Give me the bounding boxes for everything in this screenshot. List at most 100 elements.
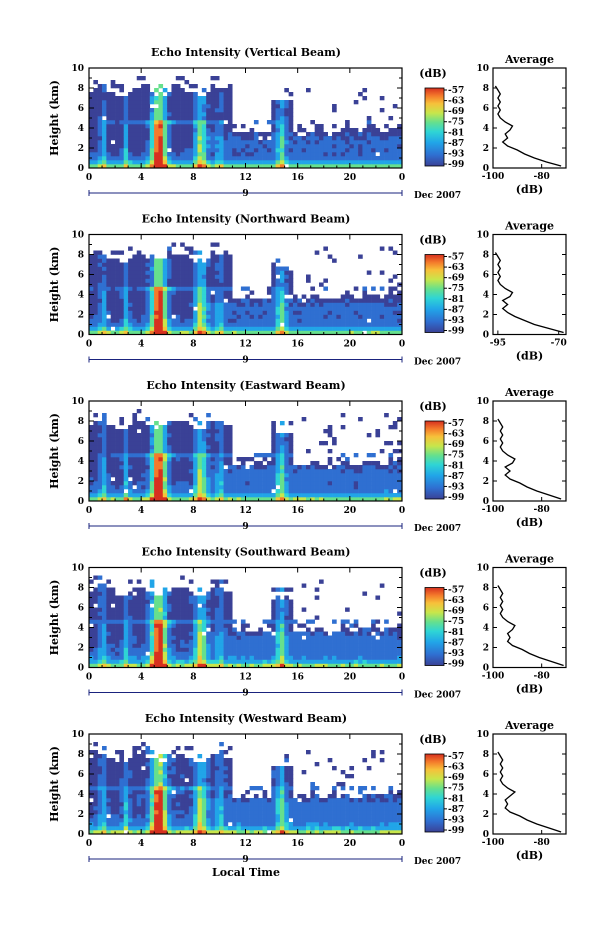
heatmap-cell [197, 477, 203, 482]
heatmap-cell [353, 623, 359, 628]
heatmap-cell [141, 290, 146, 295]
heatmap-cell [154, 314, 159, 319]
heatmap-cell [188, 278, 194, 283]
heatmap-cell [149, 116, 155, 121]
heatmap-cell [145, 302, 151, 307]
heatmap-cell [223, 322, 229, 327]
heatmap-cell [193, 469, 198, 474]
heatmap-cell [89, 806, 94, 811]
heatmap-cell [388, 643, 394, 648]
heatmap-cell [89, 104, 94, 109]
heatmap-cell [102, 421, 107, 426]
heatmap-cell [384, 663, 389, 668]
heatmap-cell [123, 266, 129, 271]
heatmap-cell [371, 651, 376, 656]
heatmap-cell [288, 112, 294, 117]
heatmap-cell [89, 814, 94, 819]
heatmap-cell [388, 639, 394, 644]
heatmap-cell [141, 310, 146, 315]
heatmap-cell [97, 587, 103, 592]
heatmap-cell [288, 485, 294, 490]
heatmap-cell [110, 782, 116, 787]
heatmap-cell [119, 619, 125, 624]
heatmap-cell [240, 136, 246, 141]
heatmap-cell [188, 493, 194, 498]
heatmap-cell [310, 286, 315, 291]
heatmap-cell [366, 314, 372, 319]
heatmap-cell [319, 124, 324, 129]
heatmap-cell [284, 310, 289, 315]
heatmap-cell [236, 477, 242, 482]
heatmap-cell [214, 489, 220, 494]
heatmap-cell [167, 314, 172, 319]
heatmap-cell [180, 461, 185, 466]
heatmap-cell [206, 148, 211, 153]
heatmap-cell [284, 659, 289, 664]
heatmap-cell [132, 274, 138, 279]
heatmap-cell [214, 643, 220, 648]
heatmap-cell [102, 497, 107, 502]
heatmap-cell [180, 615, 185, 620]
heatmap-cell [128, 453, 133, 458]
heatmap-cell [175, 148, 181, 153]
heatmap-cell [362, 294, 368, 299]
heatmap-cell [219, 164, 224, 169]
heatmap-cell [154, 156, 159, 161]
heatmap-cell [279, 104, 285, 109]
heatmap-cell [310, 322, 315, 327]
heatmap-cell [271, 326, 276, 331]
heatmap-cell [332, 298, 337, 303]
heatmap-cell [362, 469, 368, 474]
heatmap-cell [136, 270, 142, 275]
heatmap-cell [327, 310, 333, 315]
heatmap-cell [223, 140, 229, 145]
heatmap-cell [288, 437, 294, 442]
heatmap-cell [171, 318, 177, 323]
heatmap-cell [102, 655, 107, 660]
heatmap-cell [89, 441, 94, 446]
heatmap-cell [358, 132, 363, 137]
heatmap-cell [366, 294, 372, 299]
heatmap-cell [89, 330, 94, 335]
heatmap-cell [110, 611, 116, 616]
heatmap-cell [392, 330, 398, 335]
heatmap-cell [258, 156, 263, 161]
heatmap-cell [219, 461, 224, 466]
heatmap-cell [201, 278, 207, 283]
heatmap-cell [167, 294, 172, 299]
heatmap-cell [258, 164, 263, 169]
heatmap-cell [266, 302, 272, 307]
heatmap-cell [310, 298, 315, 303]
heatmap-cell [145, 623, 151, 628]
heatmap-cell [232, 310, 237, 315]
heatmap-cell [171, 96, 177, 101]
heatmap-cell [232, 160, 237, 165]
heatmap-cell [397, 623, 402, 628]
heatmap-cell [388, 144, 394, 149]
heatmap-cell [201, 330, 207, 335]
heatmap-cell [206, 631, 211, 636]
heatmap-cell [162, 651, 168, 656]
heatmap-cell [253, 310, 259, 315]
heatmap-cell [128, 623, 133, 628]
heatmap-cell [197, 282, 203, 287]
heatmap-cell [206, 330, 211, 335]
heatmap-cell [214, 100, 220, 105]
heatmap-cell [136, 449, 142, 454]
heatmap-cell [102, 266, 107, 271]
heatmap-cell [188, 108, 194, 113]
heatmap-cell [115, 493, 120, 498]
heatmap-cell [93, 258, 98, 263]
heatmap-cell [314, 587, 320, 592]
heatmap-cell [158, 465, 164, 470]
heatmap-cell [353, 647, 359, 652]
heatmap-cell [236, 140, 242, 145]
heatmap-cell [110, 587, 116, 592]
heatmap-cell [175, 258, 181, 263]
heatmap-cell [93, 132, 98, 137]
heatmap-cell [240, 643, 246, 648]
heatmap-cell [345, 489, 350, 494]
heatmap-cell [279, 100, 285, 105]
heatmap-cell [136, 457, 142, 462]
heatmap-cell [175, 76, 181, 81]
